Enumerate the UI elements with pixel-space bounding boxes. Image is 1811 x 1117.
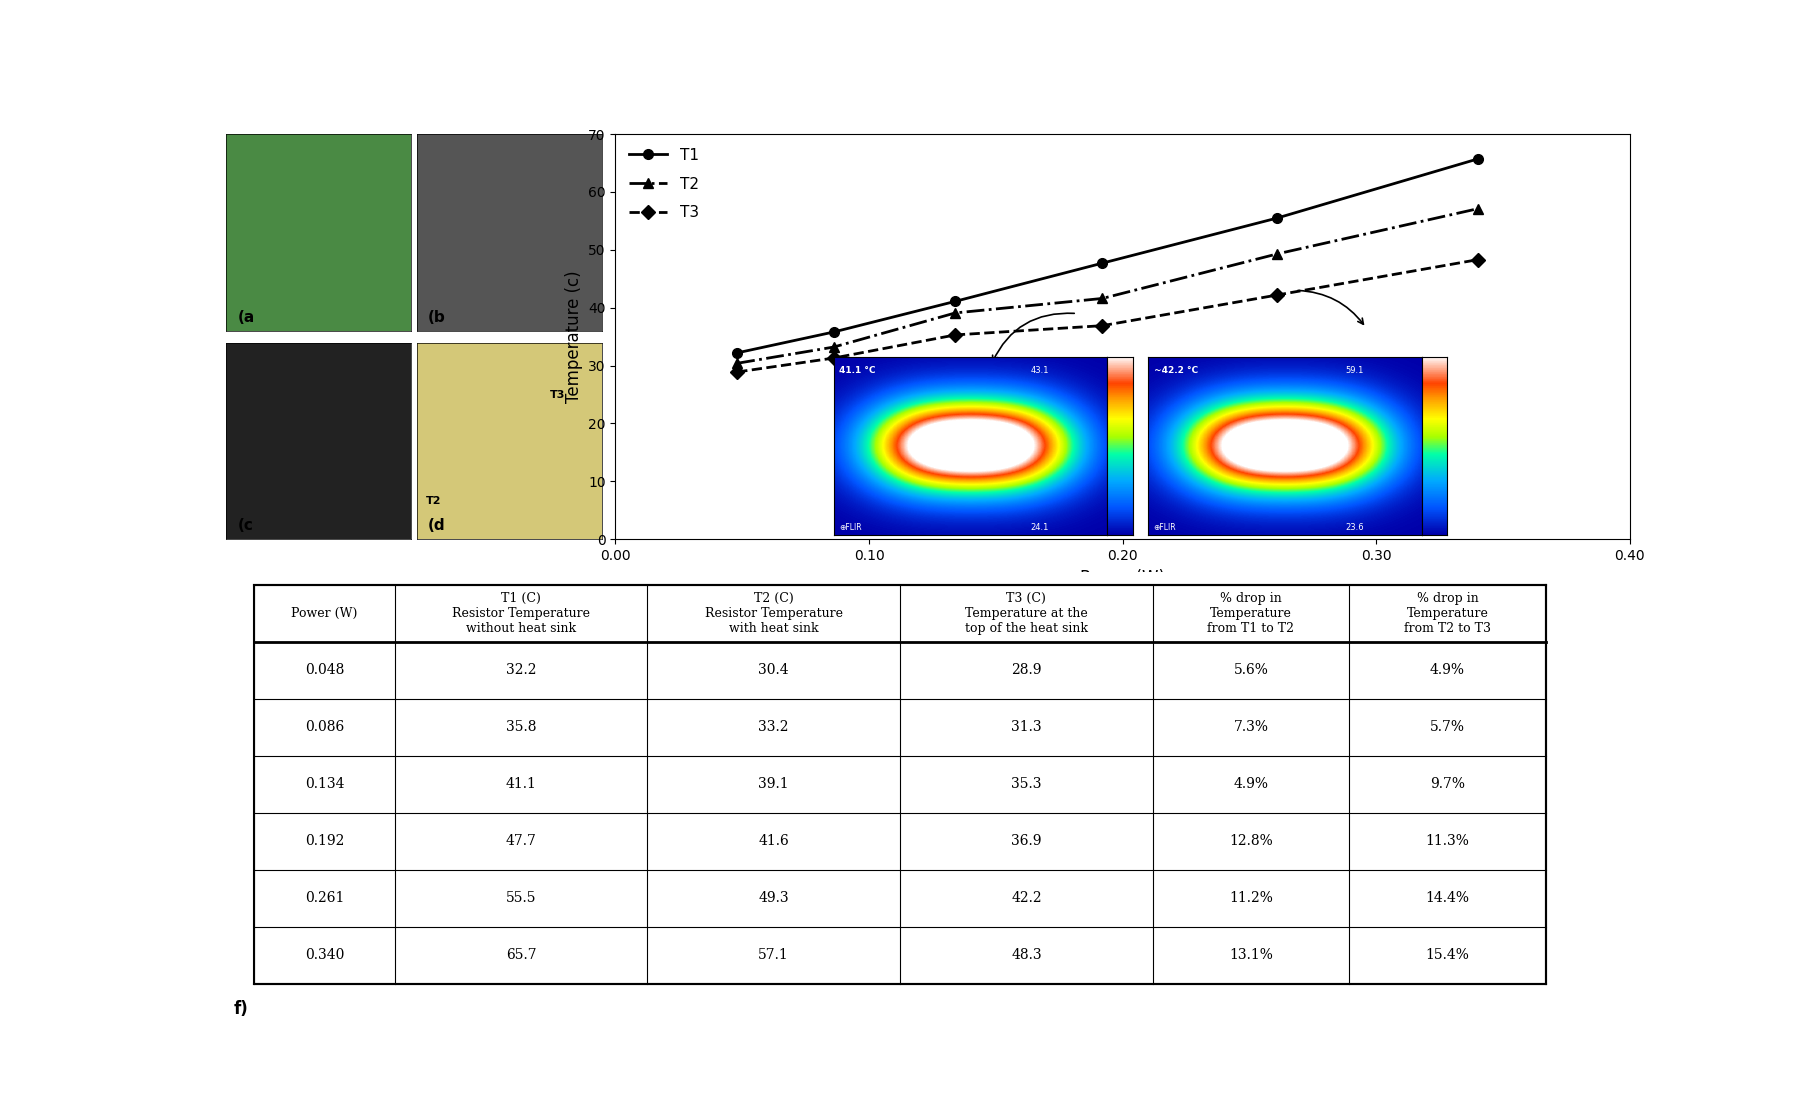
T1 bbox=[1467, 152, 1489, 165]
Text: 5.7%: 5.7% bbox=[1431, 720, 1465, 734]
Text: 36.9: 36.9 bbox=[1011, 834, 1041, 848]
T1 bbox=[726, 346, 748, 360]
Text: 15.4%: 15.4% bbox=[1425, 948, 1469, 962]
Text: 41.6: 41.6 bbox=[759, 834, 790, 848]
Text: 39.1: 39.1 bbox=[759, 777, 790, 791]
T3 bbox=[726, 365, 748, 379]
Text: 5.6%: 5.6% bbox=[1233, 663, 1268, 677]
Text: 42.2: 42.2 bbox=[1011, 891, 1041, 905]
Text: 28.9: 28.9 bbox=[1011, 663, 1041, 677]
Text: 0.340: 0.340 bbox=[304, 948, 344, 962]
T1 bbox=[1266, 211, 1288, 225]
Text: 0.261: 0.261 bbox=[304, 891, 344, 905]
Text: 4.9%: 4.9% bbox=[1431, 663, 1465, 677]
T3 bbox=[945, 328, 967, 342]
Text: 4.9%: 4.9% bbox=[1233, 777, 1268, 791]
T1 bbox=[945, 295, 967, 308]
T3 bbox=[822, 352, 844, 365]
Text: 0.192: 0.192 bbox=[304, 834, 344, 848]
T2 bbox=[1092, 292, 1114, 305]
Text: 33.2: 33.2 bbox=[759, 720, 790, 734]
Text: 41.1: 41.1 bbox=[505, 777, 536, 791]
X-axis label: Power (W): Power (W) bbox=[1079, 569, 1164, 586]
Text: (e: (e bbox=[616, 584, 634, 602]
Text: 14.4%: 14.4% bbox=[1425, 891, 1469, 905]
Text: 35.3: 35.3 bbox=[1011, 777, 1041, 791]
Y-axis label: Temperature (c): Temperature (c) bbox=[565, 270, 583, 403]
Text: 32.2: 32.2 bbox=[505, 663, 536, 677]
T1 bbox=[1092, 257, 1114, 270]
T2 bbox=[945, 306, 967, 319]
Text: (d: (d bbox=[427, 518, 446, 534]
T2 bbox=[1467, 202, 1489, 216]
Text: 13.1%: 13.1% bbox=[1230, 948, 1273, 962]
Line: T3: T3 bbox=[732, 255, 1483, 376]
Text: f): f) bbox=[234, 1001, 248, 1019]
T2 bbox=[1266, 247, 1288, 260]
Text: 55.5: 55.5 bbox=[505, 891, 536, 905]
Text: 11.3%: 11.3% bbox=[1425, 834, 1469, 848]
Text: 65.7: 65.7 bbox=[505, 948, 536, 962]
T3 bbox=[1467, 252, 1489, 266]
Line: T2: T2 bbox=[732, 204, 1483, 369]
Text: T1 (C)
Resistor Temperature
without heat sink: T1 (C) Resistor Temperature without heat… bbox=[453, 592, 590, 634]
Text: % drop in
Temperature
from T2 to T3: % drop in Temperature from T2 to T3 bbox=[1404, 592, 1490, 634]
Line: T1: T1 bbox=[732, 154, 1483, 357]
Text: 0.086: 0.086 bbox=[304, 720, 344, 734]
Text: 30.4: 30.4 bbox=[759, 663, 790, 677]
Text: 57.1: 57.1 bbox=[759, 948, 790, 962]
T2 bbox=[726, 356, 748, 370]
Text: Power (W): Power (W) bbox=[292, 607, 359, 620]
Text: 0.048: 0.048 bbox=[304, 663, 344, 677]
Text: 7.3%: 7.3% bbox=[1233, 720, 1268, 734]
Text: 0.134: 0.134 bbox=[304, 777, 344, 791]
Text: (c: (c bbox=[237, 518, 254, 534]
T1 bbox=[822, 325, 844, 338]
Text: (b: (b bbox=[427, 309, 446, 325]
Text: % drop in
Temperature
from T1 to T2: % drop in Temperature from T1 to T2 bbox=[1208, 592, 1295, 634]
Text: 12.8%: 12.8% bbox=[1230, 834, 1273, 848]
Text: 31.3: 31.3 bbox=[1011, 720, 1041, 734]
Text: 47.7: 47.7 bbox=[505, 834, 536, 848]
Text: 48.3: 48.3 bbox=[1011, 948, 1041, 962]
Text: T3: T3 bbox=[551, 390, 565, 400]
T2 bbox=[822, 341, 844, 354]
Legend: T1, T2, T3: T1, T2, T3 bbox=[623, 142, 704, 227]
Text: T2: T2 bbox=[426, 496, 442, 506]
T3 bbox=[1092, 319, 1114, 333]
T3 bbox=[1266, 288, 1288, 302]
Text: 35.8: 35.8 bbox=[505, 720, 536, 734]
Text: (a: (a bbox=[237, 309, 255, 325]
Text: T2 (C)
Resistor Temperature
with heat sink: T2 (C) Resistor Temperature with heat si… bbox=[704, 592, 842, 634]
Text: T3 (C)
Temperature at the
top of the heat sink: T3 (C) Temperature at the top of the hea… bbox=[965, 592, 1088, 634]
Text: 11.2%: 11.2% bbox=[1230, 891, 1273, 905]
Text: 49.3: 49.3 bbox=[759, 891, 790, 905]
Text: 9.7%: 9.7% bbox=[1431, 777, 1465, 791]
